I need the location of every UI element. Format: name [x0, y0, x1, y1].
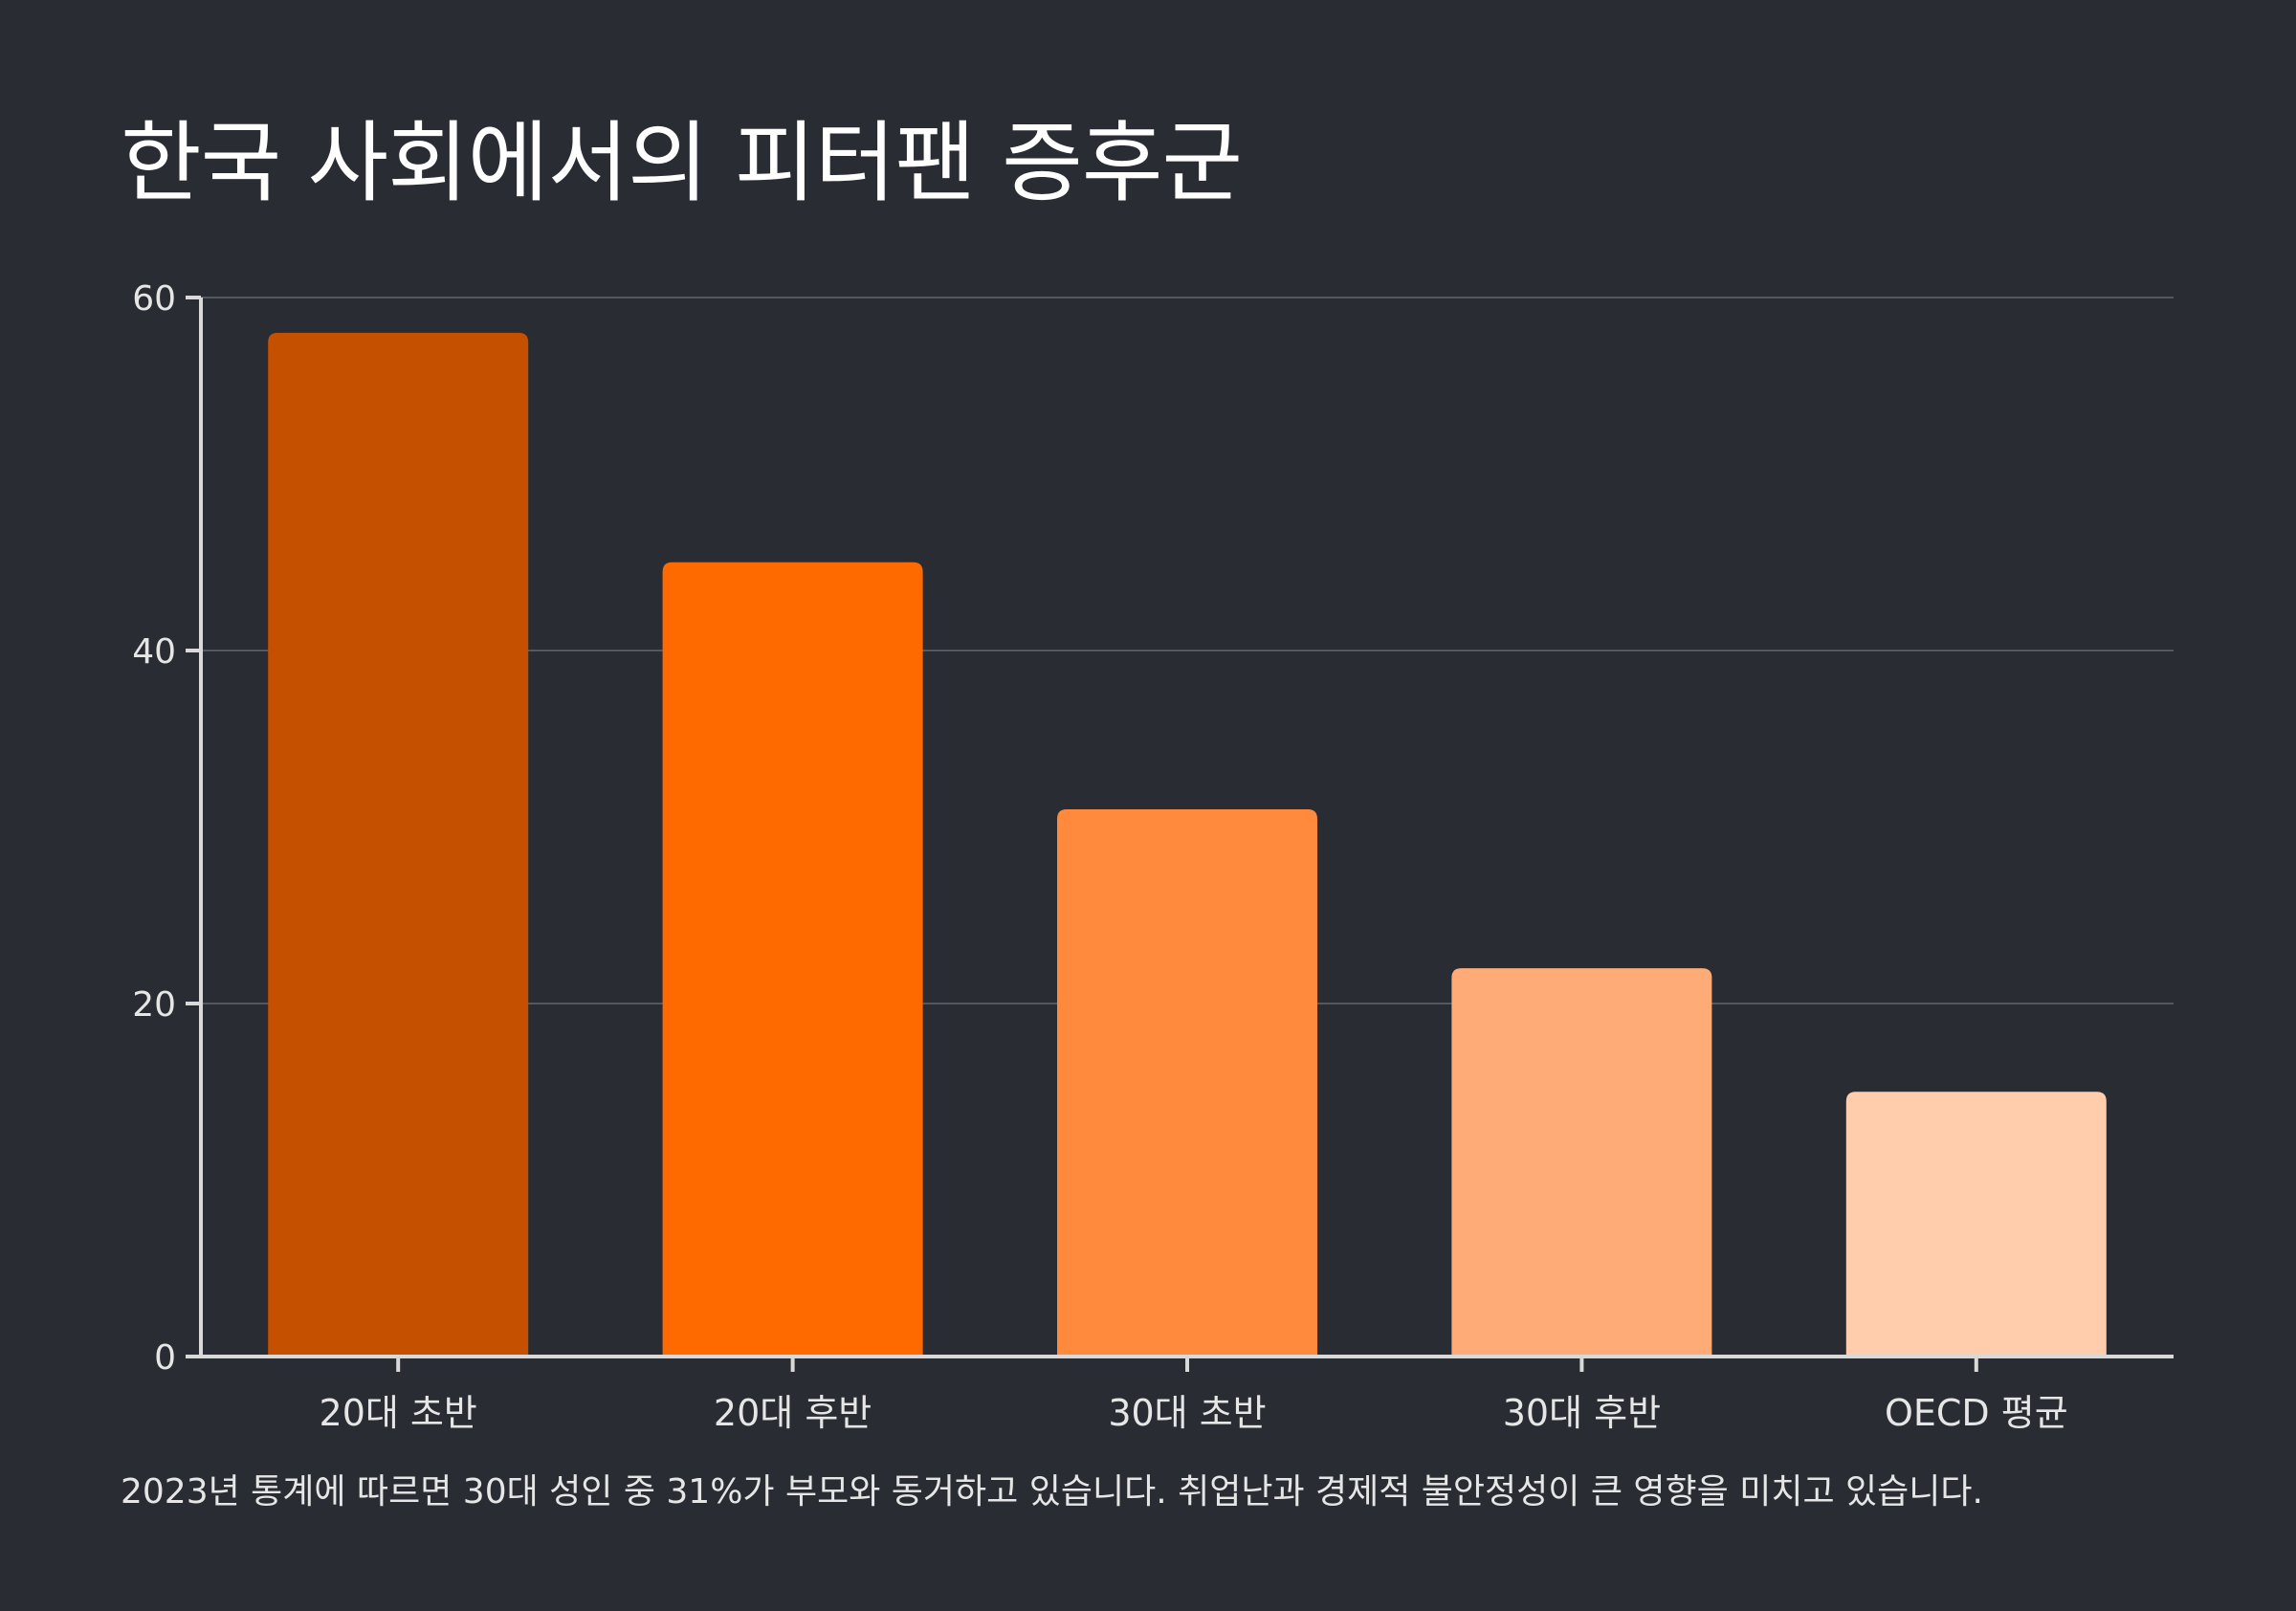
x-tick-label: 30대 후반: [1503, 1392, 1661, 1434]
y-tick-label: 0: [154, 1338, 176, 1378]
bar: [1845, 1092, 2107, 1357]
y-tick-labels: 0 20 40 60: [132, 279, 176, 1378]
bar: [1451, 968, 1712, 1357]
bar: [1057, 809, 1317, 1357]
x-tick-label: 20대 초반: [320, 1392, 477, 1434]
y-tick-label: 20: [132, 985, 176, 1025]
chart-title: 한국 사회에서의 피터팬 증후군: [121, 112, 1243, 214]
bar: [268, 332, 529, 1357]
x-tick-label: 30대 초반: [1108, 1392, 1266, 1434]
bars: [268, 332, 2107, 1357]
y-tick-label: 60: [132, 279, 176, 319]
x-tick-label: OECD 평균: [1885, 1392, 2068, 1434]
x-tick-label: 20대 후반: [714, 1392, 872, 1434]
x-tick-labels: 20대 초반 20대 후반 30대 초반 30대 후반 OECD 평균: [320, 1392, 2068, 1434]
chart-footnote: 2023년 통계에 따르면 30대 성인 중 31%가 부모와 동거하고 있습니…: [121, 1472, 1983, 1512]
bar: [662, 562, 923, 1357]
axes: [186, 296, 2174, 1372]
y-tick-label: 40: [132, 632, 176, 672]
